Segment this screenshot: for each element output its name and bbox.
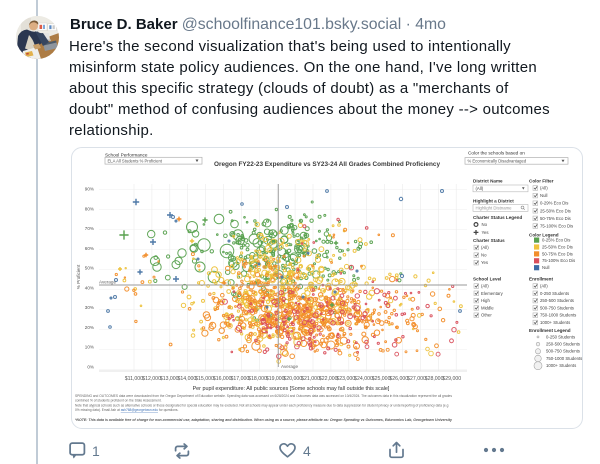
svg-text:25-50% Eco Dis: 25-50% Eco Dis [542,244,573,249]
svg-text:% Proficient: % Proficient [76,264,81,289]
svg-text:(All): (All) [481,245,489,250]
svg-text:0-29% Eco Dis: 0-29% Eco Dis [540,201,568,206]
svg-text:District Name: District Name [473,179,503,184]
svg-text:Average: Average [99,280,116,285]
svg-text:0-25% Eco Dis: 0-25% Eco Dis [542,238,570,243]
svg-text:0-250 Students: 0-250 Students [546,334,575,339]
svg-text:$21,000: $21,000 [301,376,320,382]
svg-text:Highlight a District: Highlight a District [473,199,514,204]
svg-text:Color the schools based on: Color the schools based on [468,151,525,156]
svg-text:Null: Null [542,265,549,270]
svg-text:$16,000: $16,000 [213,376,232,382]
svg-text:Middle: Middle [481,305,494,310]
svg-text:Enrollment Legend: Enrollment Legend [529,328,571,333]
svg-text:50-75% Eco Dis: 50-75% Eco Dis [540,216,571,221]
svg-text:250-500 Students: 250-500 Students [546,342,580,347]
svg-text:$11,000: $11,000 [125,376,143,382]
svg-text:Null: Null [540,193,547,198]
svg-text:50%: 50% [85,266,94,271]
svg-text:$23,000: $23,000 [336,376,355,382]
svg-text:750-1000 Students: 750-1000 Students [540,313,576,318]
svg-text:(All): (All) [540,186,548,191]
svg-text:$29,000: $29,000 [442,376,461,382]
svg-text:Highlight Distname: Highlight Distname [476,206,513,211]
svg-text:$27,000: $27,000 [407,376,426,382]
svg-text:80%: 80% [85,206,94,211]
svg-text:90%: 90% [85,187,94,192]
svg-text:40%: 40% [85,285,94,290]
svg-text:No: No [482,222,488,227]
svg-text:$18,000: $18,000 [248,376,267,382]
svg-text:$19,000: $19,000 [266,376,285,382]
svg-text:0% missing data). Email Ash at: 0% missing data). Email Ash at ash768@ge… [75,408,178,412]
svg-text:Per pupil expenditure: All pub: Per pupil expenditure: All public source… [193,386,390,392]
svg-text:Enrollment: Enrollment [529,277,553,282]
svg-text:75-100% Eco Dis: 75-100% Eco Dis [542,258,575,263]
svg-text:$20,000: $20,000 [283,376,302,382]
svg-text:1000+ Students: 1000+ Students [540,320,570,325]
svg-text:$15,000: $15,000 [195,376,214,382]
svg-text:$17,000: $17,000 [231,376,250,382]
svg-text:70%: 70% [85,226,94,231]
svg-text:No: No [481,253,487,258]
svg-text:combined % of students profici: combined % of students proficient on the… [75,399,162,403]
svg-text:50-75% Eco Dis: 50-75% Eco Dis [542,251,573,256]
svg-text:20%: 20% [85,325,94,330]
svg-text:% Economically Disadvantaged: % Economically Disadvantaged [468,159,527,164]
svg-text:75-100% Eco Dis: 75-100% Eco Dis [540,224,573,229]
svg-text:Color Legend: Color Legend [529,233,559,238]
svg-text:(All): (All) [476,186,484,191]
svg-text:500-750 Students: 500-750 Students [546,349,580,354]
svg-text:Elementary: Elementary [481,291,504,296]
svg-text:$28,000: $28,000 [425,376,444,382]
svg-text:(All): (All) [540,284,548,289]
svg-text:Yes: Yes [482,230,489,235]
svg-text:30%: 30% [85,305,94,310]
svg-text:0%: 0% [87,364,94,369]
svg-text:School Level: School Level [473,277,501,282]
svg-text:ELA All Students % Proficient: ELA All Students % Proficient [108,158,163,163]
svg-text:Yes: Yes [481,260,488,265]
svg-text:Color Filter: Color Filter [529,179,554,184]
svg-text:Oregon FY22-23 Expenditure vs: Oregon FY22-23 Expenditure vs SY23-24 Al… [214,161,440,168]
svg-text:SPENDING and OUTCOMES data wer: SPENDING and OUTCOMES data were download… [75,394,452,398]
svg-text:1000+ Students: 1000+ Students [546,363,576,368]
svg-text:$14,000: $14,000 [178,376,197,382]
svg-text:High: High [481,298,490,303]
svg-text:(All): (All) [481,284,489,289]
svg-text:0-250 Students: 0-250 Students [540,291,569,296]
svg-text:Charter Status: Charter Status [473,238,505,243]
svg-text:$24,000: $24,000 [354,376,373,382]
svg-text:60%: 60% [85,246,94,251]
svg-text:250-500 Students: 250-500 Students [540,298,574,303]
svg-text:$25,000: $25,000 [372,376,391,382]
svg-text:$22,000: $22,000 [319,376,338,382]
svg-text:Other: Other [481,313,492,318]
svg-text:*NOTE: This data is available: *NOTE: This data is available free of ch… [75,418,453,422]
svg-text:750-1000 Students: 750-1000 Students [546,356,582,361]
svg-text:$26,000: $26,000 [389,376,408,382]
svg-text:500-750 Students: 500-750 Students [540,305,574,310]
svg-text:$12,000: $12,000 [142,376,161,382]
svg-text:Note that atypical schools suc: Note that atypical schools such as alter… [75,403,449,407]
svg-text:School Performance: School Performance [105,153,148,158]
svg-text:Average: Average [281,364,298,369]
svg-text:Charter Status Legend: Charter Status Legend [473,215,522,220]
svg-text:25-50% Eco Dis: 25-50% Eco Dis [540,208,571,213]
svg-text:10%: 10% [85,345,94,350]
svg-text:$13,000: $13,000 [160,376,179,382]
